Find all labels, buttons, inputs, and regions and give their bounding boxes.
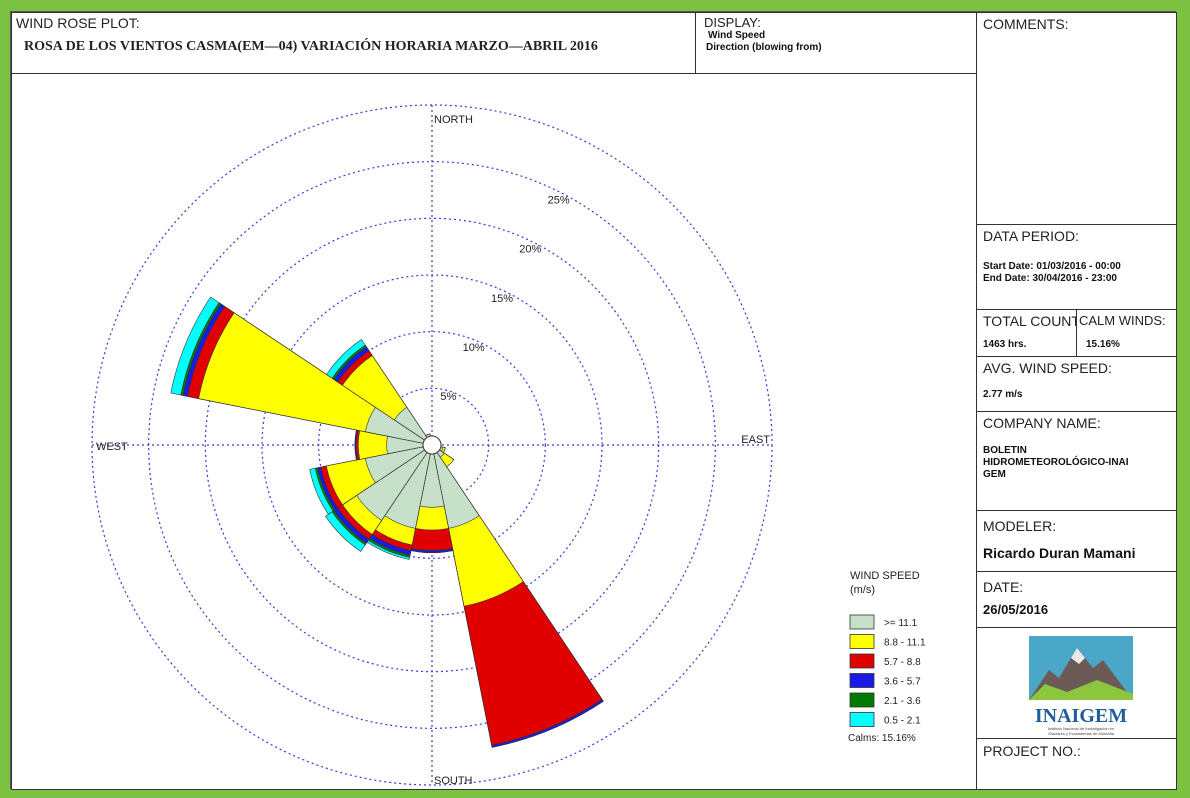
inaigem-logo: INAIGEM Instituto Nacional de Investigac… <box>1029 636 1133 736</box>
avg-speed-cell: AVG. WIND SPEED: 2.77 m/s <box>976 356 1177 412</box>
legend-label-4: 2.1 - 3.6 <box>884 696 921 707</box>
calm-winds-cell: CALM WINDS: 15.16% <box>1076 309 1177 357</box>
ring-label-5: 5% <box>440 391 456 403</box>
avg-speed-value: 2.77 m/s <box>983 389 1023 400</box>
start-date: Start Date: 01/03/2016 - 00:00 <box>983 261 1121 272</box>
legend-label-3: 3.6 - 5.7 <box>884 677 921 688</box>
legend-swatch-1 <box>849 634 875 649</box>
legend-label-2: 5.7 - 8.8 <box>884 657 921 668</box>
company-cell: COMPANY NAME: BOLETIN HIDROMETEOROLÓGICO… <box>976 411 1177 511</box>
plot-label: WIND ROSE PLOT: <box>16 15 140 31</box>
total-count-value: 1463 hrs. <box>983 339 1027 350</box>
ring-label-15: 15% <box>491 293 513 305</box>
data-period-cell: DATA PERIOD: Start Date: 01/03/2016 - 00… <box>976 224 1177 310</box>
modeler-cell: MODELER: Ricardo Duran Mamani <box>976 510 1177 572</box>
plot-title: ROSA DE LOS VIENTOS CASMA(EM—04) VARIACI… <box>24 39 598 54</box>
project-label: PROJECT NO.: <box>983 743 1081 759</box>
logo-cell: INAIGEM Instituto Nacional de Investigac… <box>976 627 1177 739</box>
direction-label-east: EAST <box>741 434 770 446</box>
legend-label-0: >= 11.1 <box>884 618 918 629</box>
direction-label-north: NORTH <box>434 114 473 126</box>
legend-label-5: 0.5 - 2.1 <box>884 716 921 727</box>
logo-snow-cap <box>1071 648 1085 664</box>
calm-circle <box>422 435 442 455</box>
calms-label: Calms: 15.16% <box>848 733 916 744</box>
display-cell: DISPLAY: Wind Speed Direction (blowing f… <box>695 12 977 74</box>
petal-315-bin-0 <box>393 406 433 446</box>
display-label: DISPLAY: <box>704 15 761 30</box>
total-count-cell: TOTAL COUNT 1463 hrs. <box>976 309 1077 357</box>
legend-swatch-4 <box>849 692 875 708</box>
company-line2: HIDROMETEOROLÓGICO-INAI <box>983 457 1129 468</box>
legend-swatch-3 <box>849 673 875 688</box>
company-label: COMPANY NAME: <box>983 415 1101 431</box>
calm-winds-value: 15.16% <box>1086 339 1120 350</box>
direction-label-west: WEST <box>96 441 128 453</box>
legend-label-1: 8.8 - 11.1 <box>884 638 926 649</box>
logo-subtext-2: Glaciares y Ecosistemas de Montaña <box>1048 731 1115 736</box>
avg-speed-label: AVG. WIND SPEED: <box>983 360 1112 376</box>
legend-swatch-5 <box>849 712 875 727</box>
company-line1: BOLETIN <box>983 445 1027 456</box>
company-line3: GEM <box>983 469 1006 480</box>
comments-cell: COMMENTS: <box>976 12 1177 225</box>
calm-winds-label: CALM WINDS: <box>1079 313 1166 328</box>
legend-units: (m/s) <box>850 584 875 596</box>
legend-swatch-2 <box>849 653 875 669</box>
legend-swatch-0 <box>849 614 875 630</box>
logo-text: INAIGEM <box>1035 705 1127 727</box>
project-cell: PROJECT NO.: <box>976 738 1177 790</box>
ring-label-20: 20% <box>519 244 541 256</box>
date-value: 26/05/2016 <box>983 602 1049 617</box>
legend-title: WIND SPEED <box>850 570 920 582</box>
modeler-value: Ricardo Duran Mamani <box>983 545 1136 561</box>
plot-area: 5% 10% 15% 20% 25% NORTH SOUTH EAST WEST WIND SPE… <box>11 73 977 790</box>
data-period-label: DATA PERIOD: <box>983 228 1079 244</box>
grid-ring-25 <box>148 161 716 729</box>
report-frame: WIND ROSE PLOT: ROSA DE LOS VIENTOS CASM… <box>10 11 1177 790</box>
date-label: DATE: <box>983 579 1024 595</box>
ring-label-10: 10% <box>463 342 485 354</box>
logo-subtext-1: Instituto Nacional de Investigación en <box>1048 726 1114 731</box>
modeler-label: MODELER: <box>983 518 1057 534</box>
wind-rose-chart: 5% 10% 15% 20% 25% NORTH SOUTH EAST WEST WIND SPE… <box>91 104 926 787</box>
date-cell: DATE: 26/05/2016 <box>976 571 1177 628</box>
total-count-label: TOTAL COUNT <box>983 313 1077 329</box>
direction-label-south: SOUTH <box>434 775 473 787</box>
ring-label-25: 25% <box>548 195 570 207</box>
logo-hills <box>1029 680 1133 700</box>
display-value-direction: Direction (blowing from) <box>706 42 822 53</box>
end-date: End Date: 30/04/2016 - 23:00 <box>983 273 1117 284</box>
plot-title-cell: WIND ROSE PLOT: ROSA DE LOS VIENTOS CASM… <box>11 12 696 74</box>
display-value-speed: Wind Speed <box>708 30 766 41</box>
comments-label: COMMENTS: <box>983 16 1069 32</box>
